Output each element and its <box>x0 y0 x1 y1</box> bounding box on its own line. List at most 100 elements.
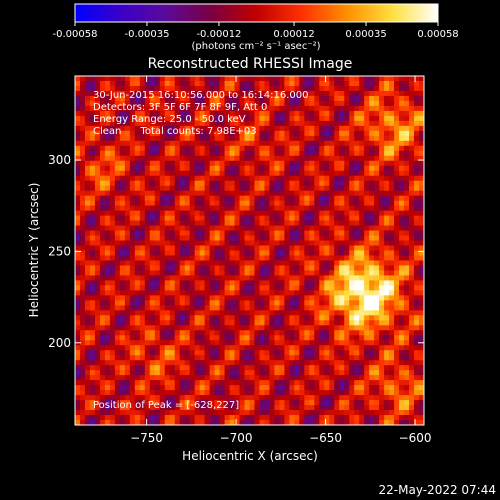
heatmap-cell <box>409 90 415 97</box>
heatmap-cell <box>374 180 380 186</box>
heatmap-cell <box>284 395 290 401</box>
heatmap-cell <box>389 80 395 87</box>
heatmap-cell <box>319 280 325 286</box>
heatmap-cell <box>324 405 330 411</box>
heatmap-cell <box>249 320 255 326</box>
heatmap-cell <box>204 275 210 281</box>
heatmap-cell <box>139 95 146 102</box>
heatmap-cell <box>154 215 161 221</box>
heatmap-cell <box>399 140 405 147</box>
heatmap-cell <box>259 150 265 157</box>
footer-timestamp: 22-May-2022 07:44 <box>379 483 496 497</box>
heatmap-cell <box>279 225 285 231</box>
heatmap-cell <box>79 205 86 211</box>
heatmap-cell <box>394 180 400 186</box>
heatmap-cell <box>204 350 210 356</box>
heatmap-cell <box>169 205 176 211</box>
heatmap-cell <box>344 125 350 132</box>
heatmap-cell <box>174 180 180 186</box>
heatmap-cell <box>89 370 96 376</box>
heatmap-cell <box>359 165 365 172</box>
heatmap-cell <box>254 110 260 117</box>
heatmap-cell <box>169 400 176 406</box>
heatmap-cell <box>284 220 290 226</box>
heatmap-cell <box>359 85 365 92</box>
heatmap-cell <box>169 335 176 341</box>
heatmap-cell <box>119 400 126 406</box>
heatmap-cell <box>84 325 91 331</box>
heatmap-cell <box>75 115 81 122</box>
heatmap-cell <box>269 315 275 321</box>
heatmap-cell <box>359 310 365 316</box>
heatmap-cell <box>394 320 400 326</box>
heatmap-cell <box>294 225 300 231</box>
heatmap-cell <box>289 295 295 301</box>
heatmap-cell <box>289 140 295 147</box>
heatmap-cell <box>129 255 136 261</box>
heatmap-cell <box>344 255 350 261</box>
heatmap-cell <box>194 115 200 122</box>
heatmap-cell <box>379 385 385 391</box>
heatmap-cell <box>154 310 161 316</box>
heatmap-cell <box>204 315 210 321</box>
heatmap-cell <box>144 235 151 241</box>
heatmap-cell <box>309 185 315 191</box>
heatmap-cell <box>244 135 250 142</box>
heatmap-cell <box>75 350 81 356</box>
heatmap-cell <box>174 280 180 286</box>
heatmap-cell <box>334 170 340 177</box>
heatmap-cell <box>224 345 230 351</box>
heatmap-cell <box>194 295 200 301</box>
heatmap-cell <box>324 390 330 396</box>
heatmap-cell <box>169 155 176 162</box>
heatmap-cell <box>84 170 91 177</box>
heatmap-cell <box>354 360 360 366</box>
heatmap-cell <box>264 120 270 127</box>
heatmap-cell <box>409 360 415 366</box>
heatmap-cell <box>119 380 126 386</box>
heatmap-cell <box>384 395 390 401</box>
heatmap-cell <box>144 180 151 186</box>
heatmap-cell <box>379 155 385 162</box>
heatmap-cell <box>419 125 424 132</box>
heatmap-cell <box>269 140 275 147</box>
heatmap-cell <box>279 405 285 411</box>
heatmap-cell <box>75 125 81 132</box>
heatmap-cell <box>219 405 225 411</box>
heatmap-cell <box>199 205 205 211</box>
heatmap-cell <box>234 275 240 281</box>
heatmap-cell <box>164 335 171 341</box>
heatmap-cell <box>394 175 400 181</box>
heatmap-cell <box>359 80 365 87</box>
heatmap-cell <box>364 210 370 216</box>
heatmap-cell <box>84 390 91 396</box>
heatmap-cell <box>134 220 141 226</box>
heatmap-cell <box>104 190 111 196</box>
heatmap-cell <box>134 410 141 416</box>
heatmap-cell <box>204 265 210 271</box>
heatmap-cell <box>394 205 400 211</box>
heatmap-cell <box>349 140 355 147</box>
heatmap-cell <box>339 300 345 306</box>
heatmap-cell <box>109 76 116 82</box>
heatmap-cell <box>369 190 375 196</box>
heatmap-cell <box>289 205 295 211</box>
heatmap-cell <box>169 385 176 391</box>
heatmap-cell <box>364 270 370 276</box>
heatmap-cell <box>254 180 260 186</box>
heatmap-cell <box>224 170 230 177</box>
heatmap-cell <box>334 230 340 236</box>
heatmap-cell <box>209 375 215 381</box>
heatmap-cell <box>359 285 365 291</box>
heatmap-cell <box>389 335 395 341</box>
heatmap-cell <box>379 200 385 206</box>
heatmap-cell <box>204 360 210 366</box>
heatmap-cell <box>75 290 81 296</box>
heatmap-cell <box>409 245 415 251</box>
heatmap-cell <box>359 160 365 167</box>
heatmap-cell <box>294 385 300 391</box>
heatmap-cell <box>229 100 235 107</box>
heatmap-cell <box>279 205 285 211</box>
heatmap-cell <box>209 335 215 341</box>
heatmap-cell <box>94 375 101 381</box>
